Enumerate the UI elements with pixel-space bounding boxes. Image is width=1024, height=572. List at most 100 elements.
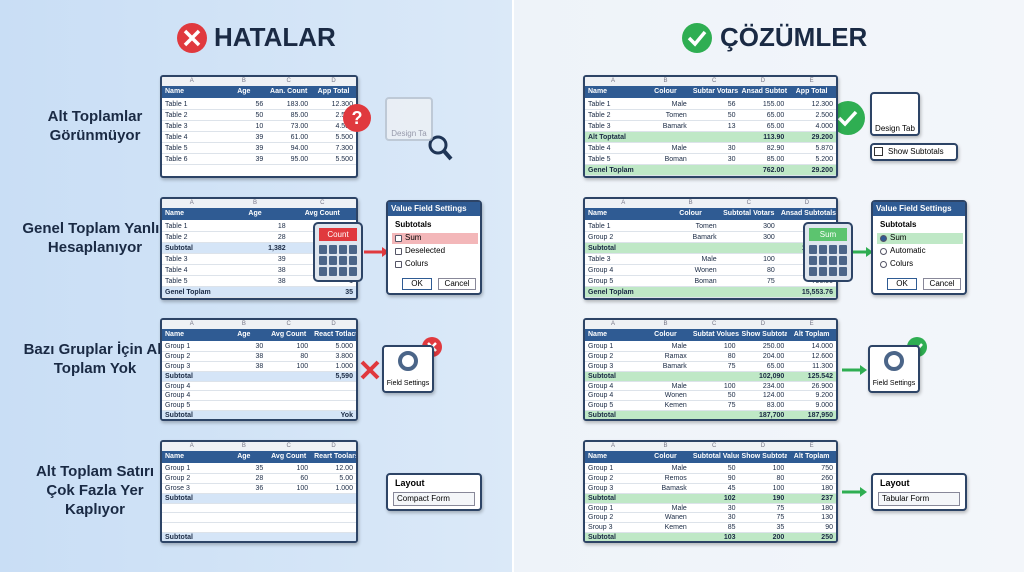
row	[162, 391, 356, 402]
calc-key	[829, 267, 837, 276]
row	[585, 362, 836, 372]
header-bg	[162, 208, 356, 220]
cell: Group 4	[165, 382, 191, 390]
ok-button[interactable]: OK	[887, 278, 917, 290]
cell: Remos	[664, 474, 687, 482]
cell: 12.600	[811, 352, 833, 360]
cell: Group 2	[165, 474, 191, 482]
row	[162, 232, 356, 243]
cell: 38	[277, 267, 286, 274]
cell: 11.300	[812, 362, 833, 370]
header-cell: Show Subtotals	[741, 453, 788, 460]
header-cell: Subtar Votars	[692, 88, 739, 95]
cell: 14.000	[811, 343, 833, 350]
cell: Bamark	[662, 123, 687, 130]
layout-dropdown[interactable]: Compact Form	[393, 492, 475, 506]
layout-box: Layout Compact Form	[386, 473, 482, 511]
cell: Subtotal	[588, 245, 616, 252]
header-cell: Colour	[679, 210, 702, 217]
cell: 12.300	[331, 101, 353, 108]
table: A B C D E Name Colour Subtar Votars Ansad Subtot…	[583, 75, 838, 178]
cell: 102	[723, 494, 736, 502]
cell: Table 3	[165, 123, 188, 130]
cell: 29.200	[811, 134, 833, 141]
cell: 26.900	[811, 382, 833, 390]
row	[585, 232, 836, 243]
row	[162, 484, 356, 494]
cell: Genel Toplam	[588, 289, 634, 296]
cell: Male	[671, 504, 687, 512]
cell: 82.90	[766, 145, 785, 152]
row-label: Alt Toplam Satırı Çok Fazla Yer Kaplıyor	[35, 463, 155, 518]
calc-key	[809, 245, 817, 254]
design-button[interactable]: Design Ta	[385, 97, 433, 141]
cell: 10	[255, 123, 264, 130]
calc-key	[329, 267, 337, 276]
cell: 80	[300, 352, 309, 360]
cell: 130	[821, 514, 833, 522]
calc-screen: Count	[319, 228, 357, 241]
option-box	[395, 248, 402, 255]
cell: 65.00	[766, 362, 785, 370]
header-cell: Name	[165, 210, 185, 217]
cancel-button[interactable]: Cancel	[923, 278, 961, 290]
ok-button[interactable]: OK	[402, 278, 432, 290]
cell: 35	[255, 465, 264, 472]
col-letter: C	[689, 77, 739, 86]
layout-dropdown[interactable]: Tabular Form	[878, 492, 960, 506]
cell: 36	[255, 484, 264, 492]
cell: 80	[727, 352, 736, 360]
header-cell: Name	[588, 331, 608, 338]
cell: 29.200	[811, 167, 833, 174]
design-button[interactable]: Design Tab	[870, 92, 920, 136]
header-cell: Age	[237, 331, 251, 338]
row	[162, 276, 356, 287]
cell: Group 3	[588, 484, 614, 492]
calc-key	[819, 267, 827, 276]
cancel-button[interactable]: Cancel	[438, 278, 476, 290]
row	[162, 523, 356, 534]
cell: 100	[772, 465, 785, 472]
row	[162, 504, 356, 514]
cell: Table 1	[588, 101, 611, 108]
cell: 12.300	[811, 101, 833, 108]
cell: Subtotal	[588, 412, 616, 420]
cell: Kemen	[664, 402, 687, 410]
col-letter: E	[787, 320, 836, 329]
cell: 85	[727, 524, 736, 532]
row	[585, 411, 836, 419]
cell: 190	[772, 494, 785, 502]
header-cell: Colour	[654, 331, 677, 338]
col-letter: B	[221, 320, 267, 329]
cell: Table 5	[165, 278, 188, 285]
row	[585, 464, 836, 474]
cell: Bamask	[661, 484, 687, 492]
col-letter: B	[641, 442, 690, 451]
calc-key	[839, 267, 847, 276]
row	[585, 342, 836, 352]
cell: Male	[701, 256, 717, 263]
cell: Table 6	[165, 156, 188, 163]
cell: 85.00	[290, 112, 309, 119]
cell: 56	[727, 101, 736, 108]
cell: 95.00	[290, 156, 309, 163]
col-letter: A	[162, 199, 222, 208]
cell: 187,950	[807, 412, 833, 420]
cell: 762.00	[762, 167, 785, 174]
cell: 85.00	[766, 156, 785, 163]
option: Deselected	[405, 246, 446, 255]
table: A B C D Name Age Avg Count Reart Toolars Group 1…	[160, 440, 358, 543]
cell: 35	[345, 289, 353, 296]
header-cell: Age	[248, 210, 262, 217]
cell: Sroup 3	[588, 524, 613, 532]
cell: 50	[727, 392, 736, 400]
cell: 204.00	[762, 352, 785, 360]
col-letter: C	[689, 320, 739, 329]
dialog-title: Value Field Settings	[873, 202, 965, 216]
cell: 39	[255, 156, 264, 163]
cell: 94.00	[290, 145, 309, 152]
cell: Table 5	[165, 145, 188, 152]
cell: Wonen	[664, 392, 687, 400]
checkbox[interactable]: Show Subtotals	[870, 143, 958, 161]
cell: Subtotal	[588, 494, 616, 502]
